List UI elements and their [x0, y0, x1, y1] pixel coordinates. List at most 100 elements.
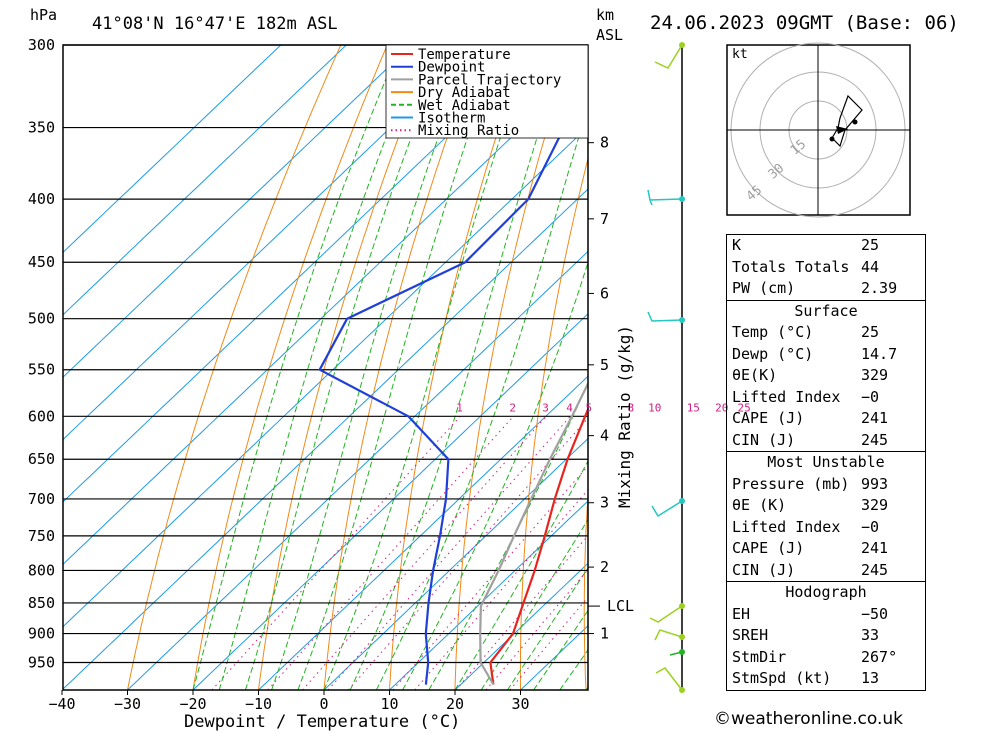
temperature-tick-label: −10: [245, 695, 272, 713]
hodo-value: 13: [861, 669, 880, 687]
dry-adiabat-line: [454, 45, 574, 690]
surface-label: Lifted Index: [732, 387, 841, 406]
isotherm-line: [127, 250, 588, 690]
wet-adiabat-line: [271, 45, 473, 690]
isotherm-line: [63, 125, 588, 628]
pressure-tick-label: 900: [28, 625, 55, 643]
mu-value: 329: [861, 496, 889, 514]
temperature-tick-label: 30: [511, 695, 529, 713]
indices-table: K 25 Totals Totals 44 PW (cm) 2.39 Surface …: [726, 234, 926, 691]
wind-barb-dot: [679, 649, 685, 655]
wind-barb: [647, 189, 683, 206]
pressure-tick-label: 800: [28, 561, 55, 579]
km-tick-label: 2: [600, 558, 609, 576]
km-tick-label: 5: [600, 356, 609, 374]
wind-barb-dot: [679, 603, 685, 609]
dry-adiabat-line: [929, 45, 979, 690]
datetime-label: 24.06.2023 09GMT (Base: 06): [650, 12, 959, 34]
surface-row: CIN (J) 245: [727, 430, 925, 452]
surface-title: Surface: [727, 299, 925, 323]
mu-label: CAPE (J): [732, 539, 805, 557]
mixing-ratio-label: 3: [542, 401, 549, 414]
km-tick-label: 7: [600, 210, 609, 228]
hodo-row: StmDir 267°: [727, 647, 925, 669]
index-row-k: K 25: [727, 235, 925, 257]
pressure-tick-label: 950: [28, 654, 55, 672]
location-title: 41°08'N 16°47'E 182m ASL: [92, 14, 338, 34]
legend-label: Parcel Trajectory: [418, 72, 561, 88]
hodo-value: −50: [861, 604, 889, 623]
pressure-tick-label: 400: [28, 190, 55, 208]
km-tick-label: 1: [600, 625, 609, 643]
mixing-ratio-label: 10: [648, 401, 661, 414]
hodograph-trace: [831, 94, 863, 148]
index-value: 44: [861, 257, 880, 276]
mixing-ratio-label: 2: [509, 401, 516, 414]
surface-row: θE(K) 329: [727, 365, 925, 387]
isotherm-line: [63, 188, 588, 690]
surface-value: 241: [861, 409, 889, 427]
mixing-ratio-axis-title: Mixing Ratio (g/kg): [615, 325, 634, 508]
isotherm-line: [389, 500, 588, 690]
hpa-unit-label: hPa: [30, 6, 57, 24]
hodo-row: StmSpd (kt) 13: [727, 668, 925, 690]
copyright-link[interactable]: ©weatheronline.co.uk: [714, 709, 904, 729]
dry-adiabat-line: [192, 45, 388, 690]
hodo-label: EH: [732, 604, 751, 623]
pressure-tick-label: 750: [28, 527, 55, 545]
isotherm-line: [63, 45, 282, 254]
hodograph-storm-motion: [836, 126, 848, 134]
wet-adiabat-line: [192, 45, 401, 690]
legend-label: Wet Adiabat: [418, 98, 511, 114]
mixing-ratio-label: 4: [566, 401, 573, 414]
surface-row: Dewp (°C) 14.7: [727, 344, 925, 366]
surface-label: θE(K): [732, 366, 778, 384]
pressure-tick-label: 500: [28, 310, 55, 328]
most-unstable-title: Most Unstable: [727, 451, 925, 474]
temperature-tick-label: 0: [319, 695, 328, 713]
asl-unit-label: ASL: [596, 26, 623, 44]
pressure-tick-label: 350: [28, 119, 55, 137]
mixing-ratio-label: 1: [456, 401, 463, 414]
profile-parcel-trajectory: [479, 381, 588, 686]
mixing-ratio-label: 15: [687, 401, 700, 414]
hodograph-point-2: [829, 136, 835, 142]
wind-barb-dot: [679, 498, 685, 504]
temperature-tick-labels: −40 −30 −20 −10 0 10 20 30: [48, 690, 530, 713]
pressure-tick-label: 700: [28, 490, 55, 508]
temperature-tick-label: 20: [446, 695, 464, 713]
hodo-value: 33: [861, 626, 880, 644]
mu-label: CIN (J): [732, 560, 796, 579]
mixing-ratio-line: [455, 534, 588, 690]
profiles: [318, 61, 588, 686]
wind-barb-dot: [679, 634, 685, 640]
dry-adiabat-line: [646, 45, 712, 690]
legend-label: Isotherm: [418, 111, 485, 127]
mu-label: Lifted Index: [732, 517, 841, 536]
legend-label: Mixing Ratio: [418, 123, 519, 139]
dry-adiabat-line: [127, 45, 342, 690]
isotherm-line: [63, 45, 347, 316]
mixing-ratio-line: [392, 465, 588, 690]
mu-row: Lifted Index −0: [727, 517, 925, 539]
profile-dewpoint: [318, 61, 588, 685]
hodograph-point-1: [852, 119, 858, 125]
wind-barb: [651, 500, 683, 518]
index-value: 25: [861, 236, 880, 254]
plot-frame: [62, 44, 589, 691]
wet-adiabat-line: [323, 45, 533, 690]
surface-label: CIN (J): [732, 430, 796, 449]
hodo-row: SREH 33: [727, 625, 925, 647]
wet-adiabat-line: [244, 45, 448, 690]
mu-value: 241: [861, 539, 889, 557]
mu-value: −0: [861, 517, 880, 536]
wind-barbs: [647, 42, 685, 693]
mu-row: CAPE (J) 241: [727, 538, 925, 560]
mixing-ratio-line: [267, 415, 514, 690]
mu-label: θE (K): [732, 496, 787, 514]
hodograph-unit: kt: [732, 47, 748, 62]
temperature-tick-label: −20: [179, 695, 206, 713]
temperature-tick-label: −40: [48, 695, 75, 713]
